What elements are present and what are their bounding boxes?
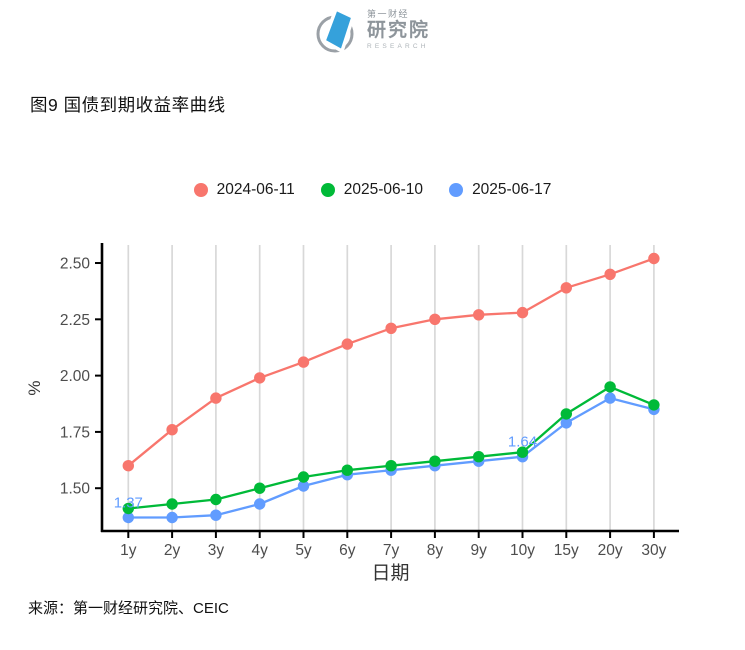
logo-cn-large: 研究院 [366,19,430,41]
y-tick-label: 2.25 [60,312,90,329]
legend-dot-red [193,183,208,197]
x-tick-label: 8y [427,542,444,559]
x-tick-label: 15y [554,542,579,559]
y-tick-label: 1.75 [60,424,90,441]
data-point-2024-06-11-2y [166,424,178,436]
x-tick-label: 1y [120,542,137,559]
data-point-2024-06-11-5y [297,356,310,368]
data-point-2025-06-17-2y [166,511,178,524]
data-point-2025-06-10-9y [473,451,485,463]
data-point-2024-06-11-7y [385,322,397,334]
x-tick-label: 20y [598,542,623,559]
y-axis-title: % [25,380,44,395]
data-point-2025-06-10-2y [166,498,178,510]
data-point-2025-06-10-30y [648,399,660,411]
legend-dot-blue [449,183,464,197]
legend-label: 2025-06-10 [343,181,424,198]
data-point-2025-06-10-5y [297,471,310,483]
point-annotation: 1.64 [508,434,537,451]
source-note: 来源：第一财经研究院、CEIC [28,600,229,617]
yicai-logo: 第一财经 研究院 RESEARCH [0,6,745,54]
data-point-2024-06-11-15y [560,282,572,294]
data-point-2025-06-10-3y [210,493,222,506]
data-point-2024-06-11-20y [604,268,616,280]
legend-label: 2025-06-17 [472,181,552,198]
yicai-logo-text: 第一财经 研究院 RESEARCH [367,9,430,51]
x-tick-label: 6y [339,542,356,559]
data-point-2025-06-10-8y [429,455,441,467]
data-point-2025-06-17-3y [210,509,222,521]
data-point-2024-06-11-1y [122,460,134,472]
x-tick-label: 3y [208,542,225,559]
data-point-2025-06-10-7y [385,460,397,472]
data-point-2025-06-10-1y [122,502,134,515]
x-tick-label: 9y [471,542,488,559]
legend-item-2025-06-10: 2025-06-10 [320,181,424,199]
legend-item-2025-06-17: 2025-06-17 [449,181,551,199]
data-point-2025-06-10-15y [560,408,572,420]
data-point-2024-06-11-4y [254,372,266,384]
logo-research-label: RESEARCH [366,43,429,51]
figure-title: 图9 国债到期收益率曲线 [30,95,226,115]
data-point-2025-06-10-6y [341,464,353,476]
data-point-2024-06-11-8y [429,313,441,325]
data-point-2025-06-10-20y [604,381,616,393]
legend-dot-green [320,183,335,197]
y-tick-label: 2.00 [60,368,91,385]
data-point-2025-06-17-4y [254,498,266,510]
logo-cn-small: 第一财经 [366,9,409,20]
legend-label: 2024-06-11 [216,181,295,198]
data-point-2024-06-11-9y [473,309,485,321]
x-tick-label: 2y [164,542,181,559]
y-tick-label: 1.50 [60,481,91,498]
data-point-2025-06-10-10y [516,446,529,458]
data-point-2024-06-11-30y [648,252,660,265]
y-tick-label: 2.50 [60,256,91,273]
yicai-logo-icon [316,6,356,54]
legend-item-2024-06-11: 2024-06-11 [193,181,295,199]
data-point-2025-06-17-5y [297,480,310,492]
data-point-2025-06-10-4y [254,482,266,494]
data-point-2025-06-17-1y [122,511,134,524]
data-point-2024-06-11-3y [210,392,222,404]
x-tick-label: 7y [383,542,400,559]
point-annotation: 1.37 [114,494,143,511]
x-tick-label: 5y [295,542,312,559]
data-point-2024-06-11-10y [516,306,529,319]
data-point-2024-06-11-6y [341,338,353,350]
x-axis-title: 日期 [371,562,409,584]
x-tick-label: 10y [510,542,535,559]
x-tick-label: 4y [252,542,269,559]
data-point-2025-06-17-20y [604,392,616,404]
data-point-2025-06-17-15y [560,417,572,429]
x-tick-label: 30y [641,542,666,559]
chart-legend: 2024-06-11 2025-06-10 2025-06-17 [0,181,745,199]
